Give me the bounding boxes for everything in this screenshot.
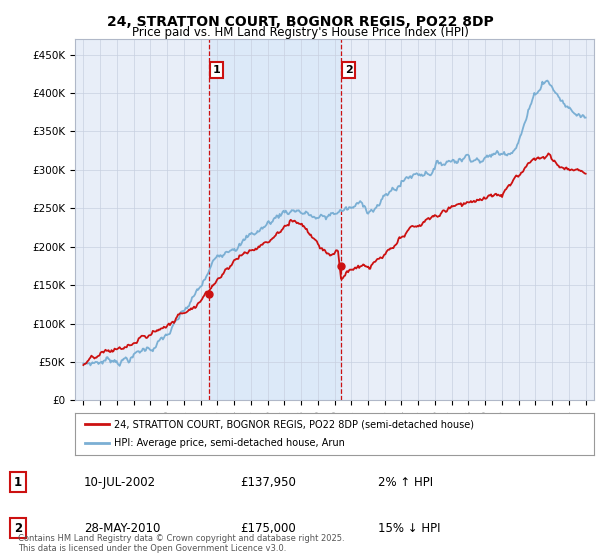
Text: 15% ↓ HPI: 15% ↓ HPI [378,521,440,535]
Text: £175,000: £175,000 [240,521,296,535]
Text: 28-MAY-2010: 28-MAY-2010 [84,521,160,535]
Text: 1: 1 [213,65,221,75]
Text: 24, STRATTON COURT, BOGNOR REGIS, PO22 8DP: 24, STRATTON COURT, BOGNOR REGIS, PO22 8… [107,15,493,29]
Text: Contains HM Land Registry data © Crown copyright and database right 2025.
This d: Contains HM Land Registry data © Crown c… [18,534,344,553]
Bar [209,39,341,400]
Text: HPI: Average price, semi-detached house, Arun: HPI: Average price, semi-detached house,… [114,438,345,449]
Text: 24, STRATTON COURT, BOGNOR REGIS, PO22 8DP (semi-detached house): 24, STRATTON COURT, BOGNOR REGIS, PO22 8… [114,419,474,429]
Text: £137,950: £137,950 [240,475,296,489]
Text: Price paid vs. HM Land Registry's House Price Index (HPI): Price paid vs. HM Land Registry's House … [131,26,469,39]
Text: 1: 1 [14,475,22,489]
Text: 2: 2 [345,65,352,75]
Text: 2% ↑ HPI: 2% ↑ HPI [378,475,433,489]
Text: 10-JUL-2002: 10-JUL-2002 [84,475,156,489]
Text: 2: 2 [14,521,22,535]
